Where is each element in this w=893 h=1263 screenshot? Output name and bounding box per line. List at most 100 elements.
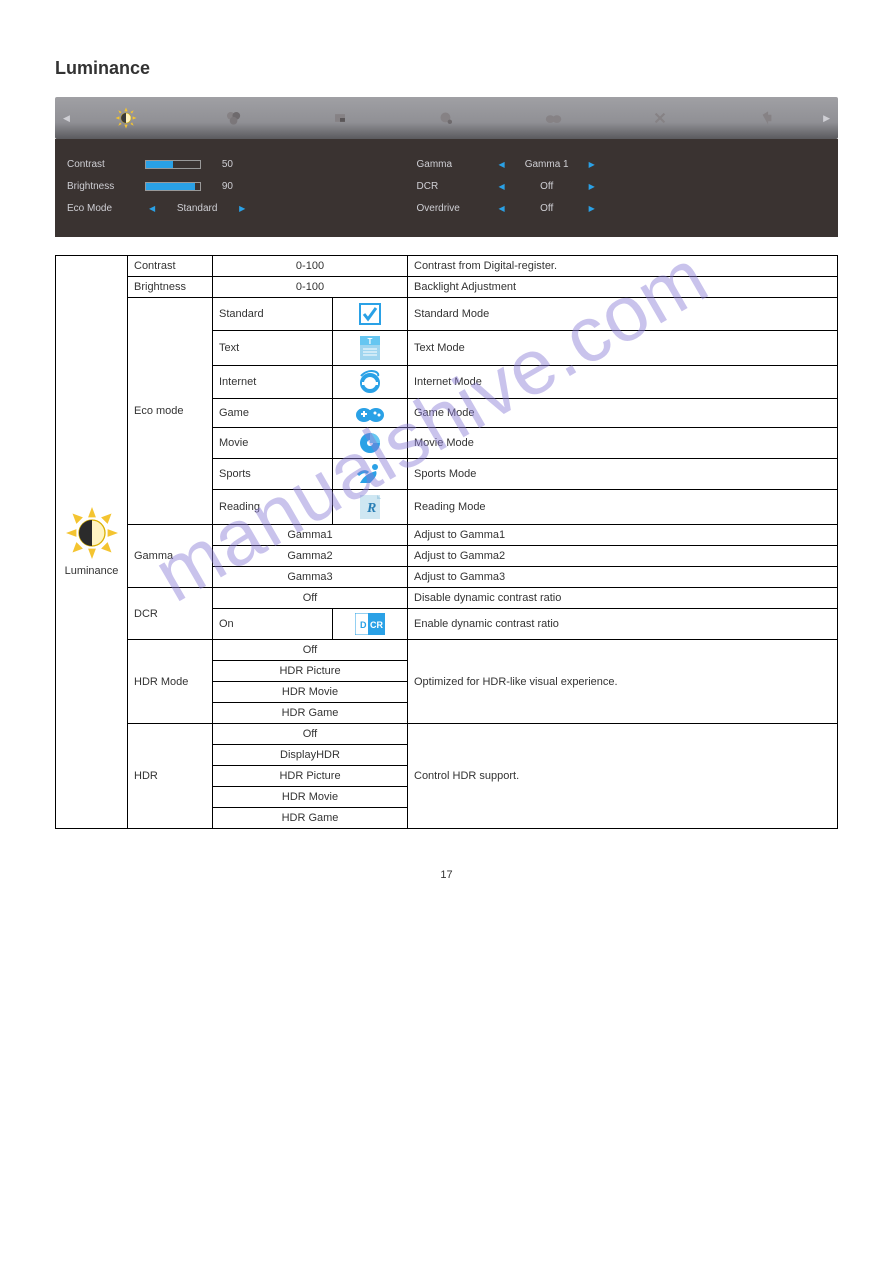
table-cell: Gamma1: [213, 525, 408, 546]
osd-label: Eco Mode: [67, 203, 137, 214]
table-cell: Off: [213, 588, 408, 609]
brightness-value: 90: [209, 181, 233, 192]
brightness-icon: [115, 107, 137, 129]
osd-row-brightness: Brightness 90: [67, 175, 387, 197]
gamepad-icon: [542, 107, 564, 129]
right-arrow-icon[interactable]: ▶: [585, 160, 599, 169]
brightness-slider[interactable]: [145, 182, 201, 191]
tab-exit[interactable]: [713, 97, 820, 139]
check-icon: [358, 302, 382, 326]
tab-luminance[interactable]: [73, 97, 180, 139]
left-arrow-icon[interactable]: ◀: [145, 204, 159, 213]
tab-picture[interactable]: [286, 97, 393, 139]
spec-table: Luminance Contrast 0-100 Contrast from D…: [55, 255, 838, 829]
table-cell: HDR Game: [213, 808, 408, 829]
table-cell: HDR Picture: [213, 766, 408, 787]
svg-text:R: R: [366, 501, 376, 516]
icon-cell: [333, 459, 408, 490]
internet-icon: [358, 370, 382, 394]
osd-row-dcr: DCR ◀ Off ▶: [417, 175, 737, 197]
table-cell: HDR Picture: [213, 661, 408, 682]
table-cell: Text Mode: [408, 331, 838, 366]
table-cell: Enable dynamic contrast ratio: [408, 609, 838, 640]
table-cell: Gamma2: [213, 546, 408, 567]
icon-cell: [333, 428, 408, 459]
right-arrow-icon[interactable]: ▶: [235, 204, 249, 213]
table-row: Brightness: [128, 277, 213, 298]
osd-col-right: Gamma ◀ Gamma 1 ▶ DCR ◀ Off ▶ Overdrive …: [417, 153, 737, 219]
osd-label: DCR: [417, 181, 487, 192]
right-arrow-icon[interactable]: ▶: [585, 182, 599, 191]
osd-row-gamma: Gamma ◀ Gamma 1 ▶: [417, 153, 737, 175]
table-cell: Game: [213, 399, 333, 428]
table-cell: DisplayHDR: [213, 745, 408, 766]
section-label: Luminance: [62, 565, 121, 577]
osd-label: Brightness: [67, 181, 137, 192]
section-icon-cell: Luminance: [56, 256, 128, 829]
table-cell: HDR Movie: [213, 682, 408, 703]
tab-next-caret[interactable]: ▶: [820, 113, 833, 124]
tab-osdsetup[interactable]: [393, 97, 500, 139]
svg-text:CR: CR: [370, 620, 383, 630]
osd-col-left: Contrast 50 Brightness 90 Eco Mode ◀ Sta…: [67, 153, 387, 219]
table-cell: Backlight Adjustment: [408, 277, 838, 298]
osd-row-contrast: Contrast 50: [67, 153, 387, 175]
globe-icon: [435, 107, 457, 129]
table-cell: HDR Movie: [213, 787, 408, 808]
table-row: Gamma: [128, 525, 213, 588]
icon-cell: [333, 366, 408, 399]
table-cell: Internet Mode: [408, 366, 838, 399]
table-cell: Standard: [213, 298, 333, 331]
left-arrow-icon[interactable]: ◀: [495, 204, 509, 213]
icon-cell: DCR: [333, 609, 408, 640]
sports-icon: [356, 463, 384, 485]
osd-row-ecomode: Eco Mode ◀ Standard ▶: [67, 197, 387, 219]
dcr-icon: DCR: [355, 613, 385, 635]
osd-body: Contrast 50 Brightness 90 Eco Mode ◀ Sta…: [55, 139, 838, 237]
table-cell: Text: [213, 331, 333, 366]
table-cell: Reading: [213, 490, 333, 525]
left-arrow-icon[interactable]: ◀: [495, 160, 509, 169]
table-cell: Movie: [213, 428, 333, 459]
tab-color[interactable]: [180, 97, 287, 139]
page-number: 17: [55, 869, 838, 881]
table-cell: Disable dynamic contrast ratio: [408, 588, 838, 609]
dcr-value: Off: [517, 181, 577, 192]
osd-label: Overdrive: [417, 203, 487, 214]
table-cell: Movie Mode: [408, 428, 838, 459]
color-icon: [222, 107, 244, 129]
table-cell: HDR Game: [213, 703, 408, 724]
osd-row-overdrive: Overdrive ◀ Off ▶: [417, 197, 737, 219]
section-heading: Luminance: [55, 58, 838, 79]
osd-tabbar: ◀: [55, 97, 838, 139]
osd-label: Gamma: [417, 159, 487, 170]
table-cell: Adjust to Gamma3: [408, 567, 838, 588]
tab-prev-caret[interactable]: ◀: [60, 113, 73, 124]
gamepad-row-icon: [355, 403, 385, 423]
icon-cell: [333, 399, 408, 428]
tools-icon: [649, 107, 671, 129]
picture-icon: [329, 107, 351, 129]
table-cell: Sports Mode: [408, 459, 838, 490]
reading-icon: R: [359, 494, 381, 520]
table-cell: Internet: [213, 366, 333, 399]
icon-cell: R: [333, 490, 408, 525]
luminance-icon: [66, 507, 118, 559]
exit-icon: [756, 107, 778, 129]
disc-icon: [359, 432, 381, 454]
tab-game[interactable]: [500, 97, 607, 139]
table-cell: Adjust to Gamma1: [408, 525, 838, 546]
right-arrow-icon[interactable]: ▶: [585, 204, 599, 213]
svg-text:T: T: [368, 337, 373, 346]
table-cell: Contrast from Digital-register.: [408, 256, 838, 277]
contrast-slider[interactable]: [145, 160, 201, 169]
table-cell: Control HDR support.: [408, 724, 838, 829]
table-cell: 0-100: [213, 277, 408, 298]
text-icon: T: [359, 335, 381, 361]
left-arrow-icon[interactable]: ◀: [495, 182, 509, 191]
table-cell: 0-100: [213, 256, 408, 277]
tab-extra[interactable]: [607, 97, 714, 139]
table-row: HDR: [128, 724, 213, 829]
contrast-value: 50: [209, 159, 233, 170]
table-cell: On: [213, 609, 333, 640]
